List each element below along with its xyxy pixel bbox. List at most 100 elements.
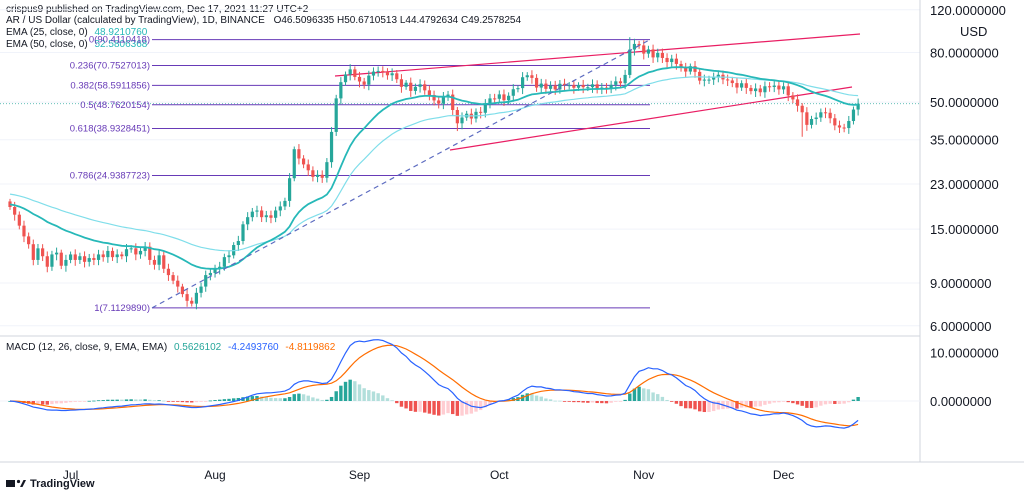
time-axis[interactable]: Jul Aug Sep Oct Nov Dec: [63, 468, 794, 482]
candle: [348, 64, 352, 81]
macd-histogram-bar: [432, 401, 436, 415]
fib-retracement: 0(90.4110418) 0.236(70.7527013) 0.382(58.5…: [70, 35, 650, 314]
candle: [418, 79, 422, 93]
candle-body: [576, 85, 581, 88]
candle-body: [525, 75, 529, 78]
macd-histogram-bar: [54, 401, 59, 404]
macd-histogram-bar: [767, 401, 772, 404]
time-tick-label: Oct: [490, 468, 509, 482]
candle: [716, 70, 720, 83]
macd-histogram-bar: [618, 401, 623, 402]
candle-body: [707, 79, 711, 81]
macd-histogram-bar: [628, 393, 632, 401]
macd-histogram-bar: [40, 401, 45, 405]
candle-body: [409, 82, 413, 91]
candle-body: [488, 98, 492, 104]
candle: [171, 272, 175, 285]
price-tick-label: 6.0000000: [930, 319, 991, 334]
macd-histogram-bar: [660, 396, 665, 401]
macd-histogram-bar: [688, 401, 693, 409]
fib-level-label: 0.236(70.7527013): [70, 60, 150, 71]
macd-histogram-bar: [464, 401, 469, 415]
macd-histogram-bar: [311, 397, 315, 401]
candle-body: [353, 69, 357, 77]
macd-axis[interactable]: 10.0000000 0.0000000: [930, 346, 999, 409]
candle-body: [17, 214, 21, 226]
candle-body: [55, 252, 59, 255]
macd-histogram-bar: [623, 399, 627, 401]
macd-histogram-bar: [390, 400, 394, 402]
candle-body: [185, 294, 189, 301]
candle-body: [651, 49, 655, 58]
candle: [385, 68, 390, 80]
candle-body: [148, 246, 152, 260]
time-tick-label: Nov: [633, 468, 654, 482]
candle: [31, 239, 35, 266]
candle: [749, 85, 753, 95]
candle-body: [511, 89, 515, 96]
candle-body: [781, 86, 786, 90]
candle-body: [82, 256, 87, 262]
candle: [572, 80, 576, 94]
macd-histogram-bar: [325, 399, 329, 401]
candle-body: [758, 88, 762, 93]
candle: [246, 212, 250, 231]
candle-body: [376, 70, 380, 72]
macd-histogram-bar: [674, 401, 679, 404]
candle: [483, 99, 487, 118]
candle: [772, 81, 776, 93]
candle: [455, 106, 459, 132]
macd-histogram-bar: [152, 400, 157, 402]
tradingview-brand: TradingView: [30, 478, 95, 490]
candle-body: [786, 86, 790, 96]
candle: [795, 94, 800, 112]
macd-histogram-bar: [478, 401, 483, 411]
candle-body: [78, 256, 82, 260]
candle: [726, 74, 730, 87]
price-tick-label: 120.0000000: [930, 3, 1006, 18]
macd-histogram-bar: [199, 401, 203, 402]
macd-histogram-bar: [576, 401, 581, 403]
grid: [0, 9, 920, 327]
candle: [55, 247, 59, 261]
candle-body: [795, 99, 800, 106]
price-tick-label: 80.0000000: [930, 46, 999, 61]
candle-body: [595, 84, 599, 89]
candle-body: [124, 249, 129, 257]
candle-body: [348, 69, 352, 75]
fib-level-label: 0(90.4110418): [89, 35, 150, 46]
candle-body: [152, 259, 157, 265]
macd-histogram-bar: [670, 401, 674, 402]
candle-body: [264, 215, 268, 218]
candle: [632, 38, 637, 56]
candle: [250, 207, 254, 222]
fib-level-label: 0.5(48.7620154): [80, 100, 150, 111]
candle-body: [437, 100, 441, 104]
candle-body: [395, 73, 399, 80]
candle-body: [483, 103, 487, 113]
candle: [45, 251, 49, 273]
macd-histogram-bar: [101, 400, 105, 401]
candle: [194, 287, 198, 310]
candle: [814, 112, 818, 125]
price-axis[interactable]: 120.0000000 80.0000000 50.0000000 35.000000…: [930, 3, 1006, 334]
macd-line-value: -4.2493760: [228, 342, 279, 353]
candle: [306, 159, 310, 176]
macd-histogram-bar: [437, 401, 441, 416]
macd-histogram-bar: [693, 401, 697, 410]
macd-histogram-bar: [222, 399, 227, 401]
candle-body: [45, 256, 49, 267]
macd-histogram-bar: [367, 390, 371, 401]
candle-body: [297, 149, 301, 159]
macd-histogram-bar: [851, 399, 856, 401]
candle: [339, 77, 343, 105]
candle-body: [614, 81, 618, 85]
macd-histogram-bar: [124, 399, 129, 401]
candle-body: [222, 257, 226, 267]
macd-histogram-bar: [218, 399, 222, 401]
macd-histogram-bar: [92, 400, 96, 402]
candle: [670, 54, 674, 67]
candle: [59, 249, 63, 270]
candle: [357, 71, 362, 88]
candle: [828, 108, 832, 124]
